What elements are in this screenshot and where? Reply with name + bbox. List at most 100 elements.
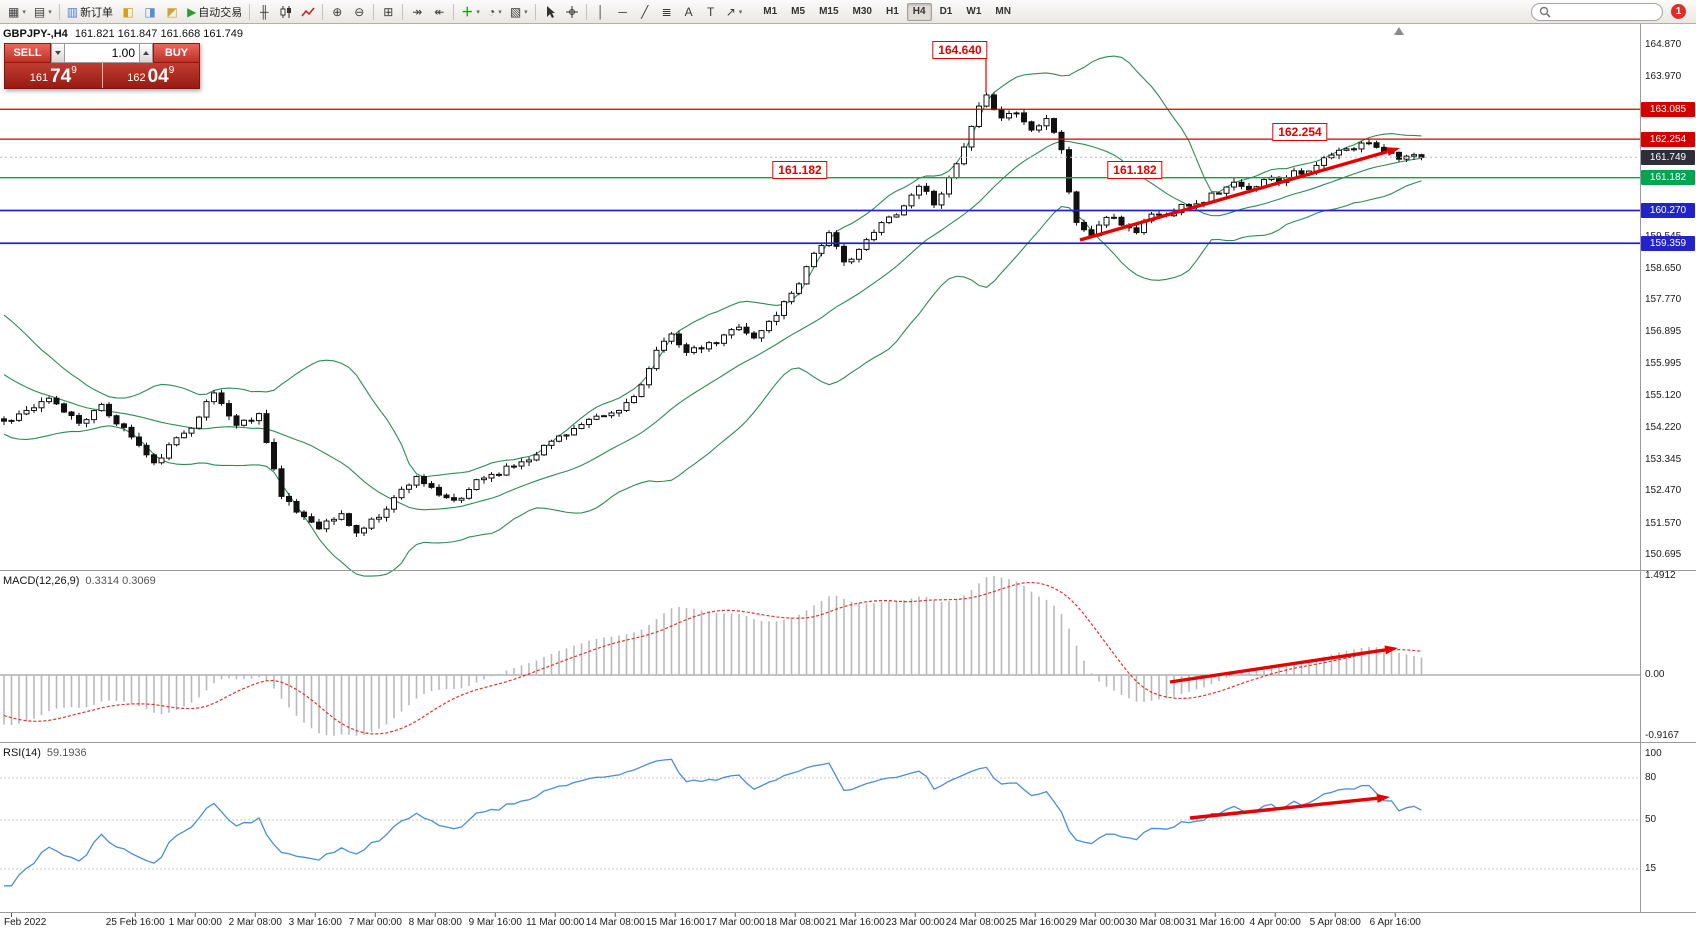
chart-shift-button[interactable]: ↞ <box>428 2 450 22</box>
trade-panel-prices: 161 74 9 162 04 9 <box>4 63 200 89</box>
dropdown-caret-icon: ▾ <box>498 8 502 16</box>
zoom-out-icon: ⊖ <box>354 4 365 19</box>
notification-badge[interactable]: 1 <box>1671 4 1686 19</box>
timeframe-w1[interactable]: W1 <box>966 6 982 17</box>
dropdown-caret-icon: ▾ <box>48 8 52 16</box>
zoom-in-button[interactable]: ⊕ <box>326 2 348 22</box>
data-window-icon: ◨ <box>144 4 156 19</box>
line-chart-button[interactable] <box>297 2 319 22</box>
timeframe-m5[interactable]: M5 <box>791 6 806 17</box>
autotrading-button-label: 自动交易 <box>198 6 243 19</box>
arrows-button[interactable]: ↗ ▾ <box>722 2 747 22</box>
toolbar-separator <box>58 3 60 20</box>
bar-chart-icon: ╫ <box>260 4 269 19</box>
search-input[interactable] <box>1555 5 1655 18</box>
timeframe-h4[interactable]: H4 <box>906 2 932 21</box>
trend-line-icon: ╱ <box>641 4 649 19</box>
volume-input[interactable] <box>65 43 139 63</box>
search-box[interactable] <box>1531 2 1663 21</box>
bar-chart-button[interactable]: ╫ <box>253 2 275 22</box>
auto-scroll-button[interactable]: ↠ <box>406 2 428 22</box>
periods-button[interactable]: ◔ ▾ <box>484 2 506 22</box>
candlestick-icon <box>279 5 293 19</box>
timeframe-m30[interactable]: M30 <box>852 6 872 17</box>
new-chart-button[interactable]: ▦ ▾ <box>4 2 30 22</box>
buy-price-sup: 9 <box>168 65 175 76</box>
horizontal-line-icon: ─ <box>618 4 627 19</box>
volume-up-button[interactable] <box>139 43 153 63</box>
toolbar: ▦ ▾ ▤ ▾ ▥ 新订单 ◧ ◨ ◩ ▶ 自动交易 ╫ ⊕ ⊖ ⊞ ↠ ↞ ＋ ▾ ◔ ▾ ▧ ▾ │ ─ ╱ ≣ A T ↗ ▾ M1 M… <box>0 0 1696 24</box>
timeframe-m15[interactable]: M15 <box>819 6 839 17</box>
profiles-button[interactable]: ▤ ▾ <box>30 2 56 22</box>
cursor-icon <box>544 5 556 19</box>
toolbar-groups: ▦ ▾ ▤ ▾ ▥ 新订单 ◧ ◨ ◩ ▶ 自动交易 ╫ ⊕ ⊖ ⊞ ↠ ↞ ＋ ▾ ◔ ▾ ▧ ▾ │ ─ ╱ ≣ A T ↗ ▾ <box>4 0 746 24</box>
rsi-value: 59.1936 <box>46 747 87 759</box>
volume-down-button[interactable] <box>51 43 65 63</box>
price-annotation[interactable]: 164.640 <box>932 41 988 59</box>
navigator-button[interactable]: ◩ <box>161 2 183 22</box>
price-annotation[interactable]: 161.182 <box>1107 161 1163 179</box>
new-order-button-label: 新订单 <box>80 6 114 19</box>
price-annotation[interactable]: 161.182 <box>772 161 828 179</box>
text-button[interactable]: A <box>678 2 700 22</box>
sell-price[interactable]: 161 74 9 <box>5 63 102 88</box>
new-order-button[interactable]: ▥ 新订单 <box>63 2 117 22</box>
timeframe-mn[interactable]: MN <box>995 6 1011 17</box>
trend-line-button[interactable]: ╱ <box>634 2 656 22</box>
horizontal-line-button[interactable]: ─ <box>612 2 634 22</box>
zoom-out-button[interactable]: ⊖ <box>348 2 370 22</box>
buy-price[interactable]: 162 04 9 <box>103 63 200 88</box>
toolbar-separator <box>534 3 536 20</box>
dropdown-caret-icon: ▾ <box>22 8 26 16</box>
buy-button[interactable]: BUY <box>153 43 200 63</box>
timeframe-d1[interactable]: D1 <box>939 6 953 17</box>
timeframe-m1[interactable]: M1 <box>763 6 778 17</box>
price-annotation[interactable]: 162.254 <box>1272 123 1328 141</box>
sell-price-prefix: 161 <box>29 72 49 84</box>
toolbar-separator <box>453 3 455 20</box>
navigator-icon: ◩ <box>166 4 178 19</box>
indicators-icon: ＋ <box>461 4 474 19</box>
dropdown-caret-icon: ▾ <box>738 8 743 16</box>
cursor-button[interactable] <box>539 2 561 22</box>
dropdown-caret-icon: ▾ <box>524 8 528 16</box>
text-label-icon: T <box>707 4 715 19</box>
macd-name: MACD(12,26,9) <box>3 575 80 587</box>
toolbar-separator <box>322 3 324 20</box>
timeframe-h1[interactable]: H1 <box>885 6 899 17</box>
templates-button[interactable]: ▧ ▾ <box>506 2 532 22</box>
volume-down-icon <box>55 51 61 55</box>
indicators-button[interactable]: ＋ ▾ <box>457 2 484 22</box>
sell-button[interactable]: SELL <box>4 43 51 63</box>
sell-price-sup: 9 <box>71 65 77 76</box>
buy-price-big: 04 <box>147 66 169 87</box>
market-watch-button[interactable]: ◧ <box>117 2 139 22</box>
new-order-icon: ▥ <box>66 4 79 19</box>
new-chart-icon: ▦ <box>8 4 20 19</box>
arrows-icon: ↗ <box>725 4 736 19</box>
search-icon <box>1539 6 1551 18</box>
sell-price-big: 74 <box>50 66 72 87</box>
autotrading-button[interactable]: ▶ 自动交易 <box>183 2 246 22</box>
auto-scroll-icon: ↠ <box>412 4 423 19</box>
crosshair-button[interactable] <box>561 2 583 22</box>
toolbar-separator <box>249 3 251 20</box>
fibonacci-button[interactable]: ≣ <box>656 2 678 22</box>
toolbar-separator <box>373 3 375 20</box>
templates-icon: ▧ <box>509 4 522 19</box>
candlestick-button[interactable] <box>275 2 297 22</box>
text-icon: A <box>684 4 693 19</box>
tile-windows-button[interactable]: ⊞ <box>377 2 399 22</box>
buy-price-prefix: 162 <box>127 72 146 84</box>
vertical-line-button[interactable]: │ <box>590 2 612 22</box>
data-window-button[interactable]: ◨ <box>139 2 161 22</box>
toolbar-separator <box>585 3 587 20</box>
text-label-button[interactable]: T <box>700 2 722 22</box>
volume-up-icon <box>143 51 149 55</box>
chart-symbol-header: GBPJPY-,H4 161.821 161.847 161.668 161.74… <box>3 28 243 40</box>
zoom-in-icon: ⊕ <box>332 4 343 19</box>
line-chart-icon <box>301 5 315 19</box>
market-watch-icon: ◧ <box>122 4 134 19</box>
